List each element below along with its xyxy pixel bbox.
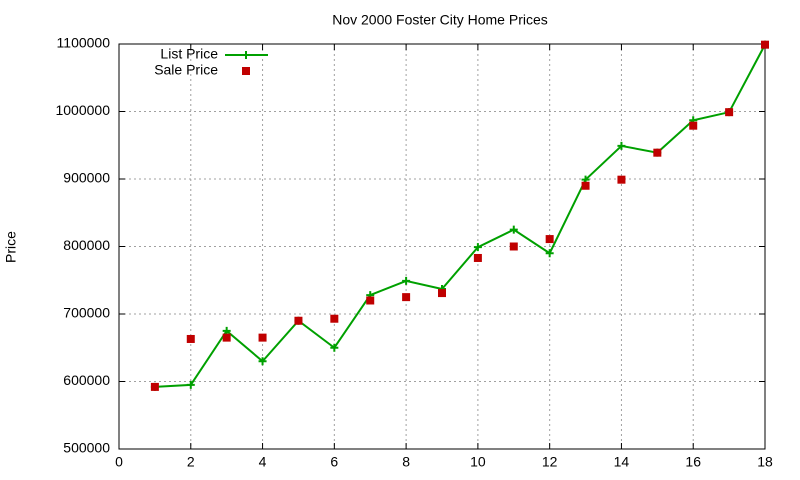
marker: [617, 175, 626, 184]
marker: [617, 141, 626, 150]
x-tick-label: 4: [259, 454, 267, 470]
marker: [761, 40, 769, 49]
y-axis-label: Price: [3, 231, 19, 263]
y-tick-label: 900000: [63, 170, 110, 186]
marker: [186, 380, 195, 389]
marker: [438, 289, 446, 298]
marker: [725, 108, 734, 117]
marker: [222, 326, 231, 335]
marker: [545, 249, 554, 258]
marker: [545, 235, 554, 244]
marker: [689, 121, 698, 130]
marker: [258, 333, 267, 342]
x-tick-label: 2: [187, 454, 195, 470]
legend-marker: [242, 51, 250, 59]
y-tick-label: 700000: [63, 305, 110, 321]
x-tick-label: 10: [470, 454, 486, 470]
marker: [473, 253, 482, 262]
marker: [402, 293, 411, 302]
marker: [402, 276, 411, 285]
marker: [509, 225, 518, 234]
marker: [653, 148, 662, 157]
y-tick-label: 500000: [63, 440, 110, 456]
marker: [150, 382, 159, 391]
x-tick-label: 14: [614, 454, 630, 470]
chart-title: Nov 2000 Foster City Home Prices: [332, 12, 548, 28]
x-tick-label: 0: [115, 454, 123, 470]
marker: [294, 316, 303, 325]
legend-label: Sale Price: [154, 62, 218, 78]
x-tick-label: 16: [685, 454, 701, 470]
y-tick-label: 800000: [63, 237, 110, 253]
marker: [330, 314, 339, 323]
y-tick-label: 600000: [63, 372, 110, 388]
marker: [473, 243, 482, 252]
x-tick-label: 6: [330, 454, 338, 470]
x-tick-label: 12: [542, 454, 558, 470]
y-tick-label: 1000000: [55, 102, 110, 118]
x-tick-label: 18: [757, 454, 773, 470]
marker: [330, 343, 339, 352]
marker: [222, 333, 231, 342]
y-tick-label: 1100000: [57, 35, 111, 51]
marker: [509, 242, 518, 251]
marker: [258, 357, 267, 366]
legend-marker: [242, 67, 250, 75]
legend-label: List Price: [160, 46, 218, 62]
plot-border: [118, 43, 766, 450]
line: [154, 44, 766, 388]
marker: [186, 334, 195, 343]
marker: [366, 296, 375, 305]
x-tick-label: 8: [402, 454, 410, 470]
marker: [581, 181, 590, 190]
